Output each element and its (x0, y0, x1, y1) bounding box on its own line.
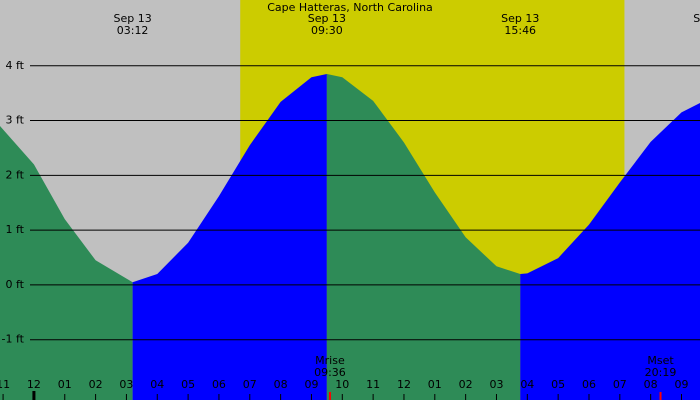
x-tick-label: 05 (181, 378, 195, 391)
extreme-date: Sep 13 (501, 12, 539, 25)
x-tick-label: 11 (0, 378, 10, 391)
moon-time: 20:19 (645, 366, 677, 379)
moon-label: Mrise (315, 354, 345, 367)
tide-area (0, 126, 133, 400)
tide-area (520, 103, 700, 400)
moon-label: Mset (647, 354, 674, 367)
x-tick-label: 04 (520, 378, 534, 391)
x-tick-label: 12 (397, 378, 411, 391)
x-tick-label: 05 (551, 378, 565, 391)
x-tick-label: 01 (58, 378, 72, 391)
tide-area (132, 73, 327, 400)
y-tick-label: 0 ft (6, 278, 25, 291)
chart-title: Cape Hatteras, North Carolina (267, 1, 433, 14)
x-tick-label: 09 (674, 378, 688, 391)
x-tick-label: 07 (613, 378, 627, 391)
y-tick-label: -1 ft (2, 333, 25, 346)
x-tick-label: 07 (243, 378, 257, 391)
x-tick-label: 10 (335, 378, 349, 391)
x-tick-label: 08 (274, 378, 288, 391)
x-tick-label: 04 (150, 378, 164, 391)
moon-time: 09:36 (314, 366, 346, 379)
x-tick-label: 06 (582, 378, 596, 391)
x-tick-label: 06 (212, 378, 226, 391)
x-tick-label: 01 (428, 378, 442, 391)
y-tick-label: 2 ft (6, 168, 25, 181)
x-tick-label: 03 (489, 378, 503, 391)
extreme-time: 03:12 (117, 24, 149, 37)
x-tick-label: 08 (644, 378, 658, 391)
extreme-date: Sep 13 (113, 12, 151, 25)
x-tick-label: 09 (304, 378, 318, 391)
tide-area (326, 73, 521, 400)
y-tick-label: 1 ft (6, 223, 25, 236)
x-tick-label: 03 (119, 378, 133, 391)
extreme-time: 15:46 (504, 24, 536, 37)
x-tick-label: 11 (366, 378, 380, 391)
x-tick-label: 02 (459, 378, 473, 391)
extreme-time: 09:30 (311, 24, 343, 37)
x-tick-label: 02 (89, 378, 103, 391)
x-tick-label: 12 (27, 378, 41, 391)
y-tick-label: 3 ft (6, 114, 25, 127)
extreme-date: Sep 13 (693, 12, 700, 25)
extreme-date: Sep 13 (308, 12, 346, 25)
y-tick-label: 4 ft (6, 59, 25, 72)
